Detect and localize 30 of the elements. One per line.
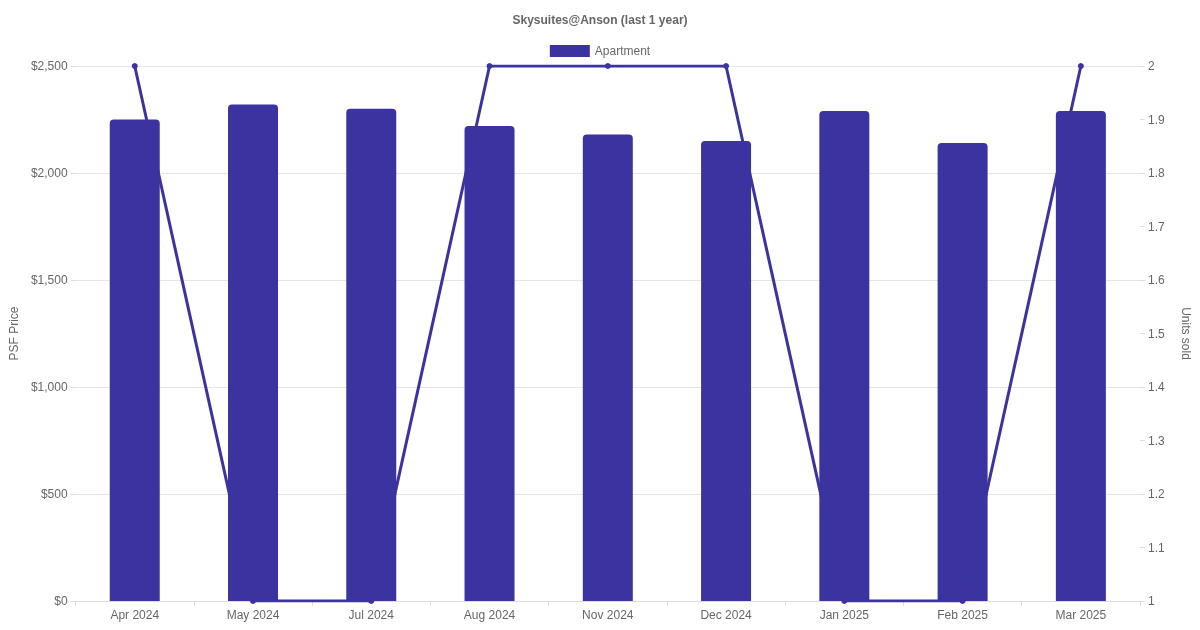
y2-tick-label: 2 (1148, 59, 1155, 73)
x-tick-label: Feb 2025 (937, 608, 989, 622)
y-tick-label: $1,500 (30, 273, 68, 287)
y2-tick-label: 1.2 (1148, 487, 1166, 501)
x-tick-label: Jul 2024 (348, 608, 395, 622)
y2-axis-title: Units sold (1179, 307, 1193, 360)
y-tick-label: $0 (54, 594, 68, 608)
x-tick-label: Dec 2024 (700, 608, 753, 622)
x-tick-label: Mar 2025 (1055, 608, 1107, 622)
y2-tick-label: 1.4 (1148, 380, 1166, 394)
x-tick-label: Nov 2024 (582, 608, 634, 622)
y-tick-label: $2,500 (30, 59, 68, 73)
y2-tick-label: 1.5 (1148, 326, 1166, 341)
y2-tick-label: 1.3 (1148, 433, 1166, 448)
y2-tick-label: 1.9 (1148, 112, 1166, 127)
y2-tick-label: 1.7 (1148, 219, 1166, 234)
x-tick-label: Jan 2025 (819, 608, 870, 622)
chart-title: Skysuites@Anson (last 1 year) (512, 13, 688, 27)
y-tick-label: $2,000 (30, 166, 68, 180)
y2-tick-label: 1 (1148, 594, 1155, 608)
x-tick-label: Aug 2024 (463, 608, 516, 622)
y-axis-title: PSF Price (7, 306, 21, 361)
x-tick-label: May 2024 (226, 608, 280, 622)
y2-tick-label: 1.6 (1148, 273, 1166, 287)
y-tick-label: $500 (40, 487, 68, 501)
x-tick-label: Apr 2024 (110, 608, 160, 622)
y2-tick-label: 1.8 (1148, 166, 1166, 180)
legend-label: Apartment (594, 44, 651, 58)
y2-tick-label: 1.1 (1148, 540, 1166, 555)
y-tick-label: $1,000 (30, 380, 68, 394)
